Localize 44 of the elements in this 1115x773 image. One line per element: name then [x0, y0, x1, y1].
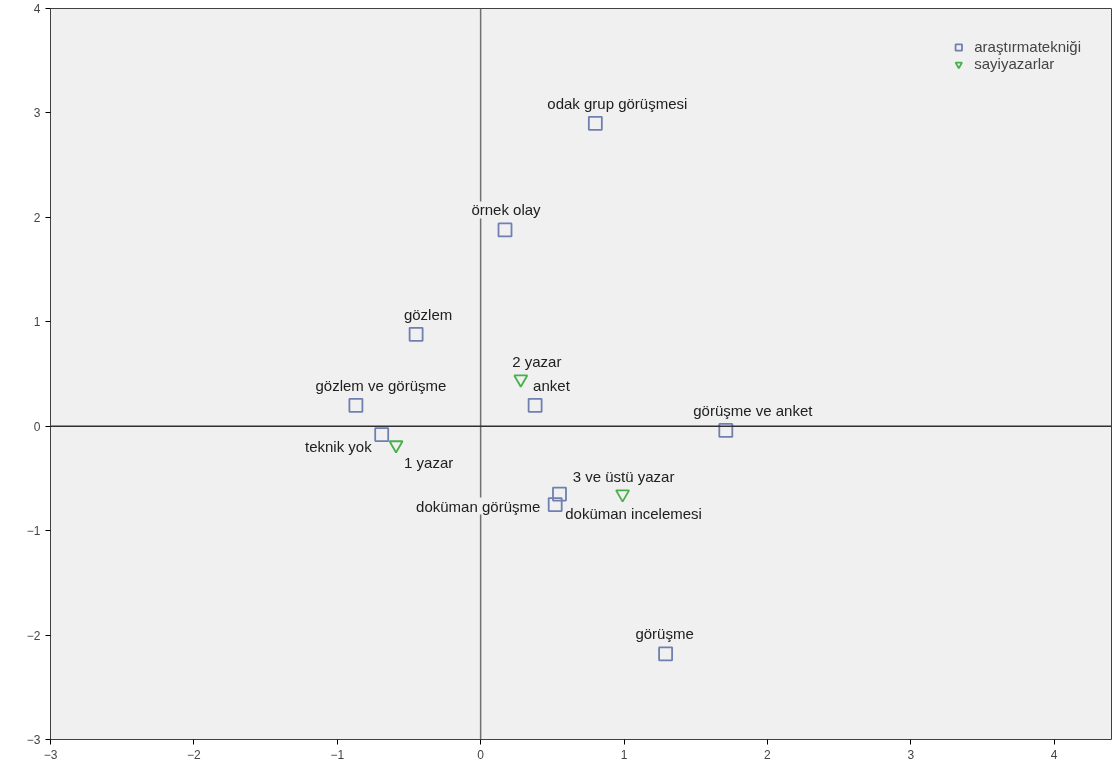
y-tick-label: 1 — [33, 315, 41, 330]
x-tick-label: 1 — [620, 747, 628, 762]
x-tick-label: −2 — [187, 747, 202, 762]
annotation: 3 ve üstü yazar — [572, 467, 675, 485]
y-tick-label: 0 — [33, 419, 41, 434]
annotation: teknik yok — [305, 438, 373, 456]
annotation: doküman görüşme — [416, 497, 541, 515]
y-tick-label: 3 — [33, 106, 41, 121]
y-tick-label: 2 — [33, 210, 41, 225]
annotation: 2 yazar — [512, 352, 562, 370]
legend-label: araştırmatekniği — [974, 38, 1081, 55]
point — [497, 222, 513, 238]
legend-label: sayiyazarlar — [974, 55, 1055, 72]
y-tick-label: −1 — [26, 524, 41, 539]
x-tick-label: 0 — [477, 747, 485, 762]
x-tick-label: −3 — [43, 747, 58, 762]
point — [513, 374, 529, 388]
point — [374, 427, 390, 442]
point — [718, 422, 734, 438]
annotation: 1 yazar — [404, 453, 454, 471]
point — [547, 497, 563, 512]
point — [552, 486, 567, 502]
x-tick-label: −1 — [330, 747, 345, 762]
point — [348, 397, 364, 413]
annotation: görüşme — [635, 625, 694, 643]
x-tick-label: 3 — [907, 747, 915, 762]
point — [408, 326, 424, 342]
point — [615, 489, 630, 503]
annotation: gözlem ve görüşme — [315, 376, 447, 394]
point — [587, 115, 603, 131]
point — [388, 440, 404, 454]
x-tick-label: 2 — [764, 747, 772, 762]
annotation: doküman incelemesi — [565, 505, 702, 523]
y-tick-label: −3 — [26, 733, 41, 747]
x-tick-label: 4 — [1050, 747, 1058, 762]
annotation: gözlem — [403, 305, 453, 323]
annotation: odak grup görüşmesi — [547, 94, 688, 112]
annotation: görüşme ve anket — [693, 401, 814, 419]
annotation: anket — [533, 376, 571, 394]
annotation: örnek olay — [471, 201, 542, 219]
y-tick-label: −2 — [26, 628, 41, 643]
y-tick-label: 4 — [33, 2, 41, 16]
point — [527, 397, 543, 413]
point — [658, 646, 673, 662]
